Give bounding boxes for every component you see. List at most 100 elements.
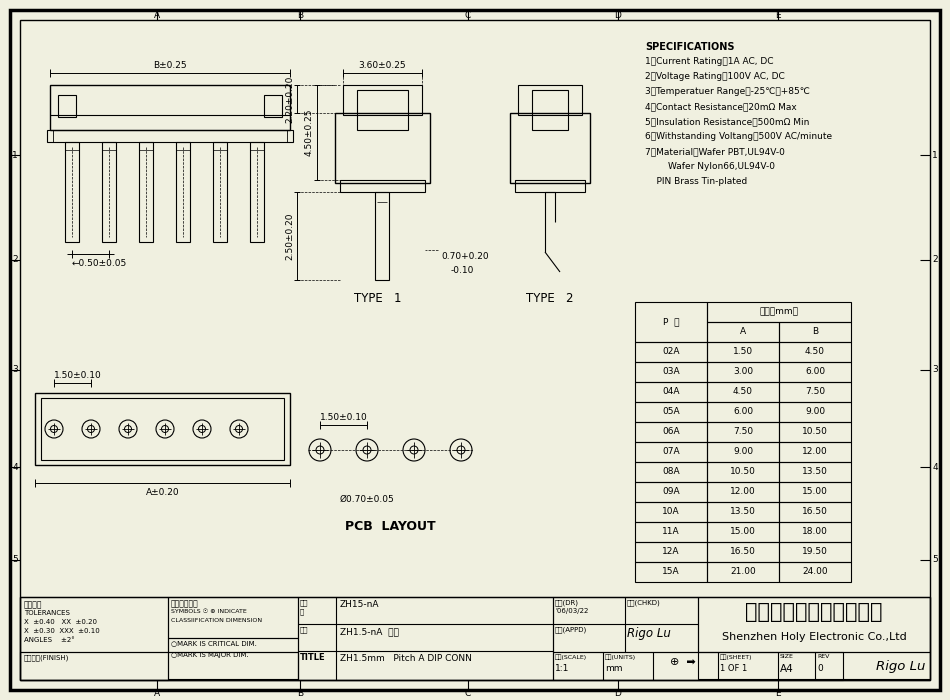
Bar — [58, 95, 76, 117]
Bar — [779, 402, 851, 422]
Bar — [635, 562, 707, 582]
Bar — [176, 142, 190, 242]
Bar — [168, 597, 298, 638]
Text: 4.50±0.25: 4.50±0.25 — [305, 108, 314, 156]
Bar — [779, 442, 851, 462]
Text: 7、Material：Wafer PBT,UL94V-0: 7、Material：Wafer PBT,UL94V-0 — [645, 147, 785, 156]
Bar — [635, 362, 707, 382]
Text: X  ±0.40   XX  ±0.20: X ±0.40 XX ±0.20 — [24, 619, 97, 625]
Bar — [707, 362, 779, 382]
Text: X  ±0.30  XXX  ±0.10: X ±0.30 XXX ±0.10 — [24, 628, 100, 634]
Text: 7.50: 7.50 — [733, 428, 753, 437]
Text: 6.00: 6.00 — [805, 368, 825, 377]
Text: B: B — [297, 10, 303, 20]
Text: 02A: 02A — [662, 347, 680, 356]
Bar — [707, 562, 779, 582]
Text: 9.00: 9.00 — [733, 447, 753, 456]
Bar — [343, 85, 422, 115]
Text: ANGLES    ±2°: ANGLES ±2° — [24, 637, 75, 643]
Text: 2: 2 — [932, 256, 938, 265]
Bar — [635, 422, 707, 442]
Text: 品名: 品名 — [300, 626, 309, 633]
Text: 18.00: 18.00 — [802, 528, 828, 536]
Bar — [635, 402, 707, 422]
Text: PIN Brass Tin-plated: PIN Brass Tin-plated — [645, 177, 748, 186]
Text: ○MARK IS MAJOR DIM.: ○MARK IS MAJOR DIM. — [171, 652, 249, 658]
Bar — [250, 142, 264, 242]
Text: Ø0.70±0.05: Ø0.70±0.05 — [340, 495, 394, 504]
Text: 21.00: 21.00 — [731, 568, 756, 577]
Text: TOLERANCES: TOLERANCES — [24, 610, 70, 616]
Bar — [779, 522, 851, 542]
Text: mm: mm — [605, 664, 622, 673]
Bar — [707, 342, 779, 362]
Bar — [532, 90, 568, 130]
Bar — [698, 652, 930, 679]
Text: 审核(CHKD): 审核(CHKD) — [627, 599, 661, 605]
Bar — [779, 342, 851, 362]
Text: 03A: 03A — [662, 368, 680, 377]
Text: B: B — [812, 328, 818, 337]
Text: 深圳市宏利电子有限公司: 深圳市宏利电子有限公司 — [745, 602, 883, 622]
Text: ○MARK IS CRITICAL DIM.: ○MARK IS CRITICAL DIM. — [171, 640, 256, 646]
Text: 15.00: 15.00 — [802, 487, 828, 496]
Bar — [357, 90, 408, 130]
Bar — [779, 382, 851, 402]
Text: ⊕  ➡: ⊕ ➡ — [670, 657, 695, 667]
Text: 15.00: 15.00 — [730, 528, 756, 536]
Text: 1: 1 — [932, 150, 938, 160]
Text: 0: 0 — [817, 664, 823, 673]
Text: 6、Withstanding Voltang：500V AC/minute: 6、Withstanding Voltang：500V AC/minute — [645, 132, 832, 141]
Bar — [707, 402, 779, 422]
Bar — [168, 638, 298, 679]
Text: Rigo Lu: Rigo Lu — [876, 660, 925, 673]
Bar — [102, 142, 116, 242]
Text: 3: 3 — [932, 365, 938, 375]
Bar — [779, 542, 851, 562]
Text: 工程: 工程 — [300, 599, 309, 605]
Text: 5: 5 — [932, 556, 938, 564]
Text: A: A — [740, 328, 746, 337]
Bar — [264, 95, 282, 117]
Text: 号: 号 — [300, 608, 304, 615]
Text: TYPE   2: TYPE 2 — [526, 292, 574, 305]
Text: 6.00: 6.00 — [733, 407, 753, 416]
Text: 13.50: 13.50 — [730, 508, 756, 517]
Text: 08A: 08A — [662, 468, 680, 477]
Bar — [41, 398, 284, 460]
Bar — [698, 597, 930, 652]
Bar — [335, 113, 430, 183]
Text: C: C — [465, 10, 471, 20]
Text: ZH15-nA: ZH15-nA — [340, 600, 379, 609]
Bar — [340, 180, 425, 192]
Bar — [510, 113, 590, 183]
Text: ZH1.5-nA  直针: ZH1.5-nA 直针 — [340, 627, 399, 636]
Text: 15A: 15A — [662, 568, 680, 577]
Text: 1:1: 1:1 — [555, 664, 569, 673]
Text: A4: A4 — [780, 664, 794, 674]
Text: 标准(APPD): 标准(APPD) — [555, 626, 587, 633]
Text: 4: 4 — [12, 463, 18, 472]
Text: 1、Current Rating：1A AC, DC: 1、Current Rating：1A AC, DC — [645, 57, 773, 66]
Text: 4.50: 4.50 — [733, 388, 753, 396]
Text: '06/03/22: '06/03/22 — [555, 608, 588, 614]
Text: E: E — [775, 689, 781, 697]
Text: 1: 1 — [12, 150, 18, 160]
Text: 10A: 10A — [662, 508, 680, 517]
Text: 9.00: 9.00 — [805, 407, 825, 416]
Text: 检验尺寸标准: 检验尺寸标准 — [171, 599, 199, 608]
Text: 制图(DR): 制图(DR) — [555, 599, 579, 605]
Bar — [20, 597, 168, 680]
Bar — [20, 597, 930, 680]
Bar — [707, 522, 779, 542]
Bar — [707, 542, 779, 562]
Bar — [707, 482, 779, 502]
Bar — [707, 442, 779, 462]
Bar — [779, 322, 851, 342]
Text: 16.50: 16.50 — [730, 547, 756, 556]
Text: 2、Voltage Rating：100V AC, DC: 2、Voltage Rating：100V AC, DC — [645, 72, 785, 81]
Bar — [779, 502, 851, 522]
Text: ZH1.5mm   Pitch A DIP CONN: ZH1.5mm Pitch A DIP CONN — [340, 654, 472, 663]
Text: B±0.25: B±0.25 — [153, 61, 187, 70]
Text: 4: 4 — [932, 463, 938, 472]
